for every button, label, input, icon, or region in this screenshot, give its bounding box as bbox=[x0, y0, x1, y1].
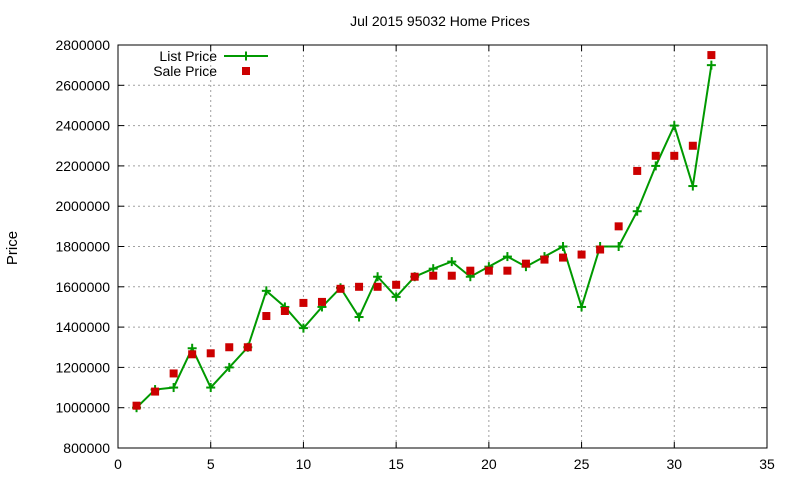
list-price-point bbox=[391, 292, 401, 302]
x-tick-label: 30 bbox=[666, 456, 682, 472]
y-tick-label: 2800000 bbox=[55, 37, 110, 53]
sale-price-point bbox=[559, 253, 568, 262]
y-tick-label: 1200000 bbox=[55, 359, 110, 375]
list-price-point bbox=[447, 257, 457, 267]
sale-price-point bbox=[429, 271, 438, 280]
list-price-point bbox=[706, 60, 716, 70]
sale-price-point bbox=[206, 349, 215, 358]
sale-price-point bbox=[299, 298, 308, 307]
sale-price-point bbox=[466, 266, 475, 275]
list-price-point bbox=[688, 181, 698, 191]
sale-price-point bbox=[447, 271, 456, 280]
sale-price-point bbox=[596, 245, 605, 254]
sale-price-point bbox=[132, 401, 141, 410]
x-tick-label: 5 bbox=[207, 456, 215, 472]
sale-price-point bbox=[707, 51, 716, 60]
sale-price-point bbox=[688, 141, 697, 150]
sale-price-point bbox=[373, 282, 382, 291]
legend-square-marker bbox=[242, 67, 250, 75]
y-tick-label: 800000 bbox=[63, 440, 110, 456]
legend-label: List Price bbox=[159, 48, 217, 64]
sale-price-point bbox=[317, 297, 326, 306]
sale-price-point bbox=[280, 306, 289, 315]
sale-price-point bbox=[392, 280, 401, 289]
x-tick-label: 10 bbox=[296, 456, 312, 472]
list-price-point bbox=[298, 323, 308, 333]
sale-price-point bbox=[188, 350, 197, 359]
list-price-point bbox=[632, 206, 642, 216]
list-price-point bbox=[373, 272, 383, 282]
list-price-point bbox=[669, 121, 679, 131]
series-layer bbox=[132, 51, 716, 413]
list-price-point bbox=[558, 242, 568, 251]
list-price-point bbox=[428, 264, 438, 274]
y-tick-label: 1600000 bbox=[55, 279, 110, 295]
sale-price-point bbox=[651, 151, 660, 160]
sale-price-point bbox=[336, 284, 345, 293]
list-price-point bbox=[224, 362, 234, 372]
list-price-point bbox=[614, 242, 624, 251]
list-price-point bbox=[502, 252, 512, 262]
sale-price-point bbox=[577, 250, 586, 259]
sale-price-point bbox=[614, 222, 623, 231]
sale-price-point bbox=[521, 259, 530, 268]
list-price-line bbox=[135, 64, 713, 409]
y-axis-title: Price bbox=[4, 231, 21, 265]
y-tick-label: 1800000 bbox=[55, 239, 110, 255]
legend-plus-marker bbox=[241, 51, 251, 61]
sale-price-point bbox=[503, 266, 512, 275]
x-tick-label: 25 bbox=[574, 456, 590, 472]
sale-price-point bbox=[225, 343, 234, 352]
x-tick-label: 35 bbox=[759, 456, 775, 472]
list-price-point bbox=[169, 383, 179, 393]
y-tick-label: 2200000 bbox=[55, 158, 110, 174]
sale-price-point bbox=[243, 343, 252, 352]
y-tick-label: 1400000 bbox=[55, 319, 110, 335]
x-tick-label: 15 bbox=[388, 456, 404, 472]
list-price-point bbox=[206, 383, 216, 393]
sale-price-point bbox=[151, 387, 160, 396]
axis-layer: 800000 1000000 1200000 1400000 1600000 180000… bbox=[55, 37, 775, 472]
sale-price-point bbox=[410, 272, 419, 281]
list-price-point bbox=[651, 161, 661, 171]
sale-price-point bbox=[484, 266, 493, 275]
y-tick-label: 2600000 bbox=[55, 77, 110, 93]
sale-price-point bbox=[355, 282, 364, 291]
sale-price-point bbox=[262, 312, 271, 321]
sale-price-point bbox=[169, 369, 178, 378]
sale-price-point bbox=[670, 151, 679, 160]
y-tick-label: 2000000 bbox=[55, 198, 110, 214]
list-price-point bbox=[354, 312, 364, 322]
sale-price-point bbox=[540, 255, 549, 264]
y-tick-label: 2400000 bbox=[55, 118, 110, 134]
grid-layer bbox=[118, 45, 767, 448]
chart-title: Jul 2015 95032 Home Prices bbox=[350, 13, 530, 29]
y-tick-label: 1000000 bbox=[55, 400, 110, 416]
x-tick-label: 20 bbox=[481, 456, 497, 472]
list-price-point bbox=[261, 286, 271, 296]
legend-label: Sale Price bbox=[153, 63, 217, 79]
list-price-point bbox=[577, 302, 587, 312]
sale-price-point bbox=[633, 166, 642, 175]
x-tick-label: 0 bbox=[114, 456, 122, 472]
